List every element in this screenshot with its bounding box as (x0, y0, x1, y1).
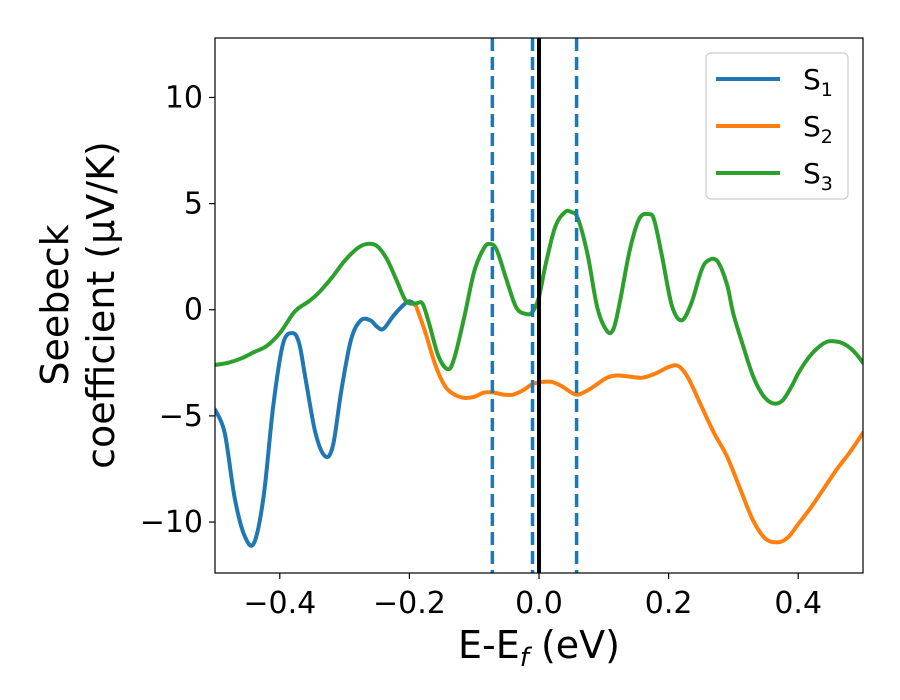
legend: S1 S2 S3 (705, 52, 849, 200)
y-tick-label: 5 (184, 187, 203, 222)
x-tick-label: 0.0 (515, 586, 563, 621)
y-axis-label-line2: coefficient (μV/K) (79, 141, 123, 469)
x-tick-label: 0.2 (645, 586, 693, 621)
y-tick-label: −10 (140, 505, 203, 540)
x-tick-label: −0.4 (243, 586, 316, 621)
y-tick-label: 0 (184, 293, 203, 328)
legend-label-s1: S1 (803, 63, 833, 101)
y-tick-label: 10 (165, 80, 203, 115)
series-line-s2 (413, 303, 863, 545)
y-tick-label: −5 (159, 399, 203, 434)
x-tick-label: −0.2 (373, 586, 446, 621)
x-tick-label: 0.4 (774, 586, 822, 621)
series-line-s3 (215, 208, 863, 406)
legend-label-s2: S2 (803, 110, 833, 148)
series-line-s1 (215, 299, 418, 548)
legend-label-s3: S3 (803, 157, 833, 195)
x-axis-label: E-Ef (eV) (458, 623, 620, 673)
y-axis-label-line1: Seebeck (33, 224, 77, 385)
